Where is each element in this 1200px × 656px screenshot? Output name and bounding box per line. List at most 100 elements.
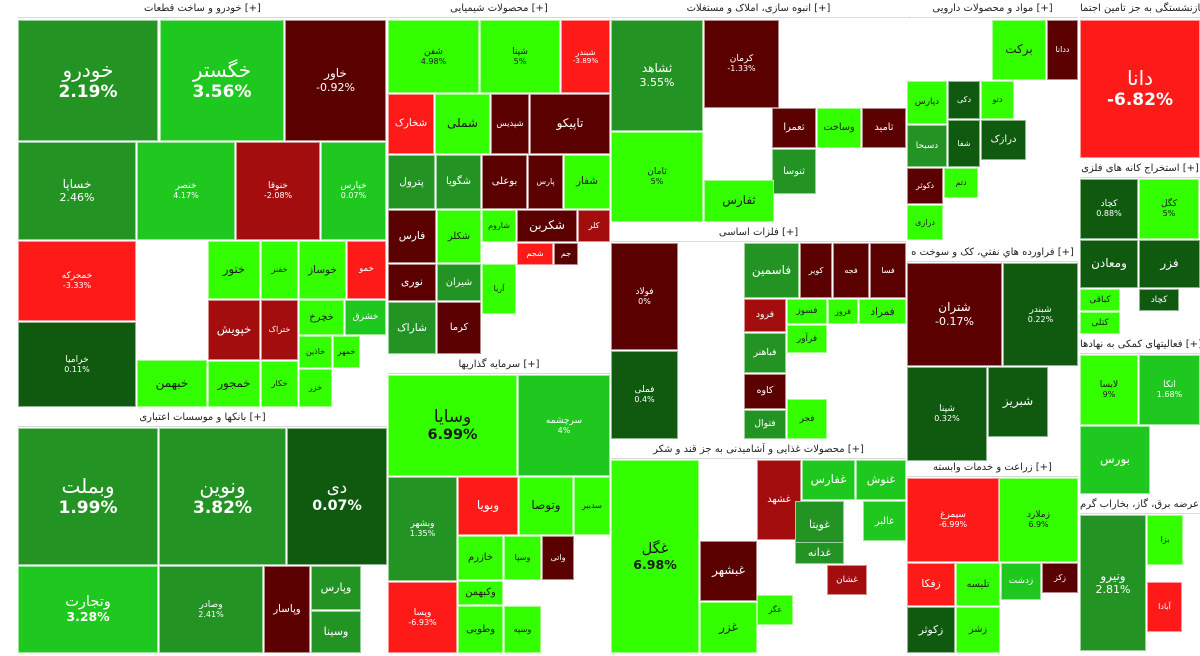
stock-cell[interactable]: شاروم — [482, 210, 516, 242]
stock-cell[interactable]: کرما — [437, 302, 481, 354]
stock-cell[interactable]: فزر — [1139, 240, 1200, 288]
stock-cell[interactable]: غنوش — [856, 460, 906, 500]
stock-cell[interactable]: نوری — [388, 264, 436, 301]
stock-cell[interactable]: وسایا 6.99% — [388, 375, 517, 476]
stock-cell[interactable]: زکوثر — [907, 607, 955, 653]
stock-cell[interactable]: واتی — [542, 536, 574, 580]
stock-cell[interactable]: ونیرو 2.81% — [1080, 515, 1146, 651]
stock-cell[interactable]: وکبهمن — [458, 581, 503, 605]
stock-cell[interactable]: خازرم — [458, 536, 503, 580]
stock-cell[interactable]: سرچشمه 4% — [518, 375, 610, 476]
stock-cell[interactable]: وساخت — [817, 108, 861, 148]
stock-cell[interactable]: پترول — [388, 155, 435, 209]
stock-cell[interactable]: زشر — [956, 607, 1000, 653]
stock-cell[interactable]: سدبیر — [574, 477, 610, 535]
stock-cell[interactable]: شیران — [437, 264, 481, 301]
stock-cell[interactable]: درازک — [981, 120, 1026, 160]
stock-cell[interactable]: دسبحا — [907, 125, 947, 167]
stock-cell[interactable]: دتم — [944, 168, 978, 198]
stock-cell[interactable]: وتوصا — [519, 477, 573, 535]
stock-cell[interactable]: فارس — [388, 210, 436, 263]
stock-cell[interactable]: ثنوسا — [772, 149, 816, 194]
stock-cell[interactable]: خنصر 4.17% — [137, 142, 235, 240]
stock-cell[interactable]: غزر — [700, 602, 757, 653]
stock-cell[interactable]: ختراک — [261, 300, 298, 360]
stock-cell[interactable]: خپارس 0.07% — [321, 142, 386, 240]
stock-cell[interactable]: خپویش — [208, 300, 260, 360]
stock-cell[interactable]: شفن 4.98% — [388, 20, 479, 93]
stock-cell[interactable]: دتو — [981, 81, 1014, 119]
stock-cell[interactable]: ثشاهد 3.55% — [611, 20, 703, 131]
stock-cell[interactable]: وپسا -6.93% — [388, 582, 457, 653]
stock-cell[interactable]: بورس — [1080, 426, 1150, 494]
sector-header-utility[interactable]: عرضه برق، گاز، بخاراب گرم [+] — [1080, 498, 1200, 514]
stock-cell[interactable]: ختور — [208, 241, 260, 299]
stock-cell[interactable]: خساپا 2.46% — [18, 142, 136, 240]
sector-header-support[interactable]: فعالیتهای کمکی به نهادها [+] — [1080, 338, 1200, 354]
stock-cell[interactable]: اتکا 1.68% — [1139, 355, 1200, 425]
sector-header-mining[interactable]: استخراج کانه های فلزی [+] — [1080, 162, 1200, 178]
stock-cell[interactable]: غفارس — [802, 460, 855, 500]
stock-cell[interactable]: وسپه — [504, 606, 541, 653]
stock-cell[interactable]: کویر — [800, 243, 832, 298]
stock-cell[interactable]: خمجور — [208, 361, 260, 407]
stock-cell[interactable]: وسینا — [311, 611, 361, 653]
stock-cell[interactable]: دپارس — [907, 81, 947, 124]
stock-cell[interactable]: زدشت — [1001, 563, 1041, 600]
sector-header-auto[interactable]: خودرو و ساخت قطعات [+] — [18, 2, 387, 18]
sector-header-pharma[interactable]: مواد و محصولات دارویی [+] — [907, 2, 1078, 18]
stock-cell[interactable]: وبملت 1.99% — [18, 428, 158, 565]
stock-cell[interactable]: دکی — [948, 81, 980, 119]
stock-cell[interactable]: ثامید — [862, 108, 906, 148]
stock-cell[interactable]: کچاد — [1139, 289, 1179, 311]
stock-cell[interactable]: فرآور — [787, 325, 827, 353]
stock-cell[interactable]: دانا -6.82% — [1080, 20, 1200, 158]
stock-cell[interactable]: فسا — [870, 243, 906, 298]
stock-cell[interactable]: شپدیس — [491, 94, 529, 154]
stock-cell[interactable]: شپنا 5% — [480, 20, 560, 93]
stock-cell[interactable]: تاپیکو — [530, 94, 610, 154]
stock-cell[interactable]: کتلی — [1080, 312, 1120, 334]
stock-cell[interactable]: پارس — [528, 155, 563, 209]
sector-header-insur[interactable]: بیمه و صندوق بازنشستگی به جز تامین اجتما… — [1080, 2, 1200, 18]
stock-cell[interactable]: شفا — [948, 120, 980, 167]
stock-cell[interactable]: شاراک — [388, 302, 436, 354]
stock-cell[interactable]: آریا — [482, 264, 516, 314]
stock-cell[interactable]: وپاسار — [264, 566, 310, 653]
stock-cell[interactable]: فجر — [787, 399, 827, 439]
stock-cell[interactable]: خفنر — [261, 241, 298, 299]
stock-cell[interactable]: شکلر — [437, 210, 481, 263]
stock-cell[interactable]: غویتا — [795, 501, 844, 550]
stock-cell[interactable]: خزر — [299, 369, 332, 407]
stock-cell[interactable]: کرمان -1.33% — [704, 20, 779, 108]
stock-cell[interactable]: غبشهر — [700, 541, 757, 601]
stock-cell[interactable]: کگل 5% — [1139, 179, 1199, 239]
stock-cell[interactable]: فجه — [833, 243, 869, 298]
stock-cell[interactable]: خاذین — [299, 336, 332, 368]
stock-cell[interactable]: ونوین 3.82% — [159, 428, 286, 565]
stock-cell[interactable]: شتران -0.17% — [907, 263, 1002, 366]
stock-cell[interactable]: وسپا — [504, 536, 541, 580]
stock-cell[interactable]: فباهنر — [744, 333, 786, 373]
stock-cell[interactable]: کچاد 0.88% — [1080, 179, 1138, 239]
stock-cell[interactable]: فاسمین — [744, 243, 799, 298]
stock-cell[interactable]: دی 0.07% — [287, 428, 387, 565]
stock-cell[interactable]: وپارس — [311, 566, 361, 610]
sector-header-chem[interactable]: محصولات شیمیایی [+] — [388, 2, 610, 18]
stock-cell[interactable]: فروز — [828, 299, 858, 324]
stock-cell[interactable]: زملارد 6.9% — [999, 478, 1078, 562]
stock-cell[interactable]: خشرق — [345, 300, 386, 335]
sector-header-metal[interactable]: فلزات اساسی [+] — [611, 226, 906, 242]
stock-cell[interactable]: غشهد — [757, 460, 801, 540]
stock-cell[interactable]: شبندر 0.22% — [1003, 263, 1078, 366]
stock-cell[interactable]: شپنا 0.32% — [907, 367, 987, 461]
stock-cell[interactable]: غالبر — [863, 501, 906, 541]
stock-cell[interactable]: بوعلی — [482, 155, 527, 209]
stock-cell[interactable]: خگستر 3.56% — [160, 20, 284, 141]
stock-cell[interactable]: شکربن — [517, 210, 577, 242]
sector-header-oil[interactable]: فراورده هاي نفتي، كک و سوخت ه [+] — [907, 246, 1078, 262]
stock-cell[interactable]: خکار — [261, 361, 298, 407]
sector-header-food[interactable]: محصولات غذایی و آشامیدنی به جز قند و شکر… — [611, 443, 906, 459]
stock-cell[interactable]: شبریز — [988, 367, 1048, 437]
stock-cell[interactable]: بزا — [1147, 515, 1183, 565]
